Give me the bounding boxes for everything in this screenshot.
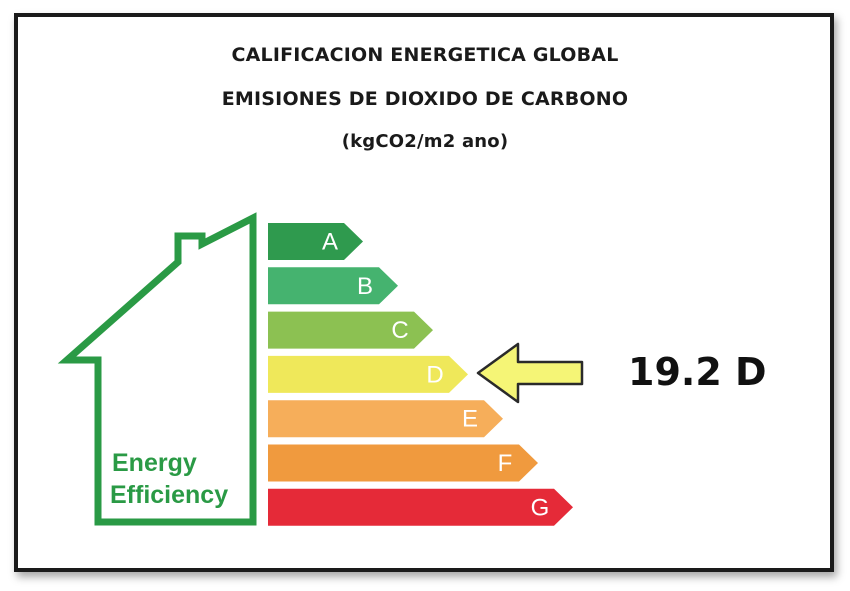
units-line: (kgCO2/m2 ano)	[341, 131, 509, 152]
band-e	[268, 400, 503, 438]
band-f	[268, 444, 538, 482]
rating-value: 19.2 D	[628, 350, 767, 394]
band-g	[268, 488, 573, 526]
title-line-2: EMISIONES DE DIOXIDO DE CARBONO	[221, 88, 629, 110]
band-b	[268, 267, 398, 305]
band-letter-a: A	[322, 229, 338, 256]
house-outline	[57, 212, 257, 526]
band-letter-b: B	[357, 273, 373, 300]
title-line-1: CALIFICACION ENERGETICA GLOBAL	[231, 44, 619, 66]
band-letter-e: E	[462, 406, 478, 433]
band-letter-c: C	[391, 317, 408, 344]
band-d	[268, 355, 468, 393]
band-c	[268, 311, 433, 349]
band-letter-d: D	[426, 361, 443, 388]
band-letter-f: F	[498, 450, 513, 477]
house-text-energy: Energy	[112, 449, 197, 477]
band-letter-g: G	[531, 494, 550, 521]
indicator-arrow	[476, 342, 584, 404]
house-text-efficiency: Efficiency	[110, 481, 228, 509]
band-a	[268, 223, 363, 260]
